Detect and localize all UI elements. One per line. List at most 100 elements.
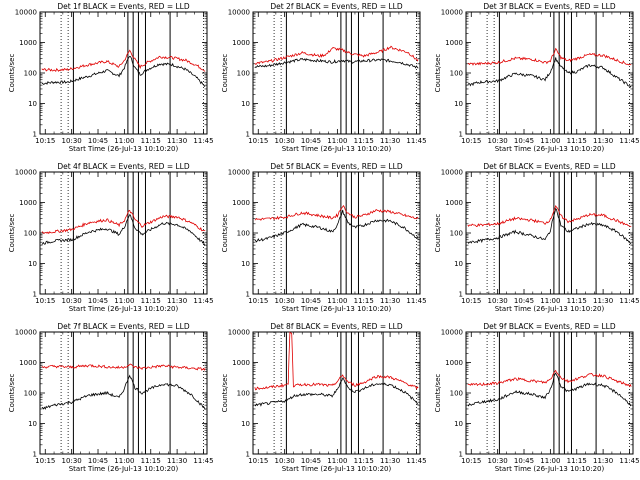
x-tick-label: 10:45 — [88, 137, 108, 145]
panel-title: Det 1f BLACK = Events, RED = LLD — [57, 2, 190, 11]
plot-frame — [39, 11, 208, 135]
y-tick-label: 1000 — [232, 359, 250, 367]
plot-frame — [39, 171, 208, 295]
y-tick-label: 1000 — [232, 199, 250, 207]
y-tick-label: 10 — [241, 260, 250, 268]
series-line-events — [467, 372, 632, 407]
x-axis-label: Start Time (26-Jul-13 10:10:20) — [69, 145, 179, 153]
y-tick-label: 100 — [237, 230, 250, 238]
x-tick-label: 10:30 — [62, 297, 82, 305]
y-tick-label: 1 — [33, 131, 37, 139]
series-line-lld — [254, 205, 419, 221]
series-line-events — [467, 207, 632, 245]
panel-det-2: Det 2f BLACK = Events, RED = LLD 1 10 100 10… — [221, 2, 427, 153]
x-tick-label: 11:45 — [619, 297, 639, 305]
x-axis-label: Start Time (26-Jul-13 10:10:20) — [282, 465, 392, 473]
x-tick-label: 10:45 — [514, 137, 534, 145]
x-axis-label: Start Time (26-Jul-13 10:10:20) — [69, 305, 179, 313]
y-tick-label: 1000 — [445, 359, 463, 367]
x-tick-label: 11:00 — [327, 457, 347, 465]
x-tick-label: 11:00 — [327, 297, 347, 305]
x-tick-label: 11:45 — [619, 137, 639, 145]
panel-det-9: Det 9f BLACK = Events, RED = LLD 1 10 100 10… — [434, 322, 640, 473]
y-tick-label: 1000 — [445, 199, 463, 207]
x-tick-label: 11:15 — [354, 297, 374, 305]
panel-title: Det 7f BLACK = Events, RED = LLD — [57, 322, 190, 331]
x-tick-label: 10:45 — [88, 457, 108, 465]
x-tick-label: 10:15 — [461, 297, 481, 305]
series-line-lld — [41, 49, 206, 72]
series-line-lld — [41, 363, 206, 371]
x-axis-label: Start Time (26-Jul-13 10:10:20) — [282, 145, 392, 153]
series-line-events — [254, 377, 419, 407]
y-tick-label: 1000 — [19, 199, 37, 207]
y-axis-label: Counts/sec — [434, 374, 442, 413]
x-tick-label: 11:45 — [406, 297, 426, 305]
y-tick-label: 100 — [450, 390, 463, 398]
series-line-lld — [467, 47, 632, 66]
y-tick-label: 100 — [450, 70, 463, 78]
y-tick-label: 1 — [459, 451, 463, 459]
x-tick-label: 10:30 — [275, 137, 295, 145]
x-tick-label: 10:15 — [35, 457, 55, 465]
x-axis-label: Start Time (26-Jul-13 10:10:20) — [495, 305, 605, 313]
x-axis-label: Start Time (26-Jul-13 10:10:20) — [69, 465, 179, 473]
series-line-lld — [467, 205, 632, 227]
y-tick-label: 10 — [241, 100, 250, 108]
y-tick-label: 10000 — [228, 169, 250, 177]
x-tick-label: 10:45 — [88, 297, 108, 305]
plot-frame — [252, 11, 421, 135]
y-axis-label: Counts/sec — [434, 54, 442, 93]
x-tick-label: 11:00 — [540, 297, 560, 305]
y-tick-label: 10 — [454, 420, 463, 428]
series-line-lld — [254, 331, 419, 391]
x-tick-label: 10:30 — [488, 137, 508, 145]
y-axis-label: Counts/sec — [434, 214, 442, 253]
x-tick-label: 11:15 — [141, 297, 161, 305]
x-tick-label: 10:30 — [488, 457, 508, 465]
series-line-lld — [467, 369, 632, 388]
panel-det-1: Det 1f BLACK = Events, RED = LLD 1 10 100 10… — [8, 2, 214, 153]
y-tick-label: 10 — [28, 100, 37, 108]
x-tick-label: 11:00 — [540, 457, 560, 465]
y-tick-label: 10000 — [228, 329, 250, 337]
series-line-lld — [41, 209, 206, 235]
plot-frame — [252, 171, 421, 295]
series-line-events — [41, 374, 206, 410]
y-axis-label: Counts/sec — [8, 54, 16, 93]
panel-title: Det 2f BLACK = Events, RED = LLD — [270, 2, 403, 11]
x-tick-label: 10:15 — [35, 297, 55, 305]
x-tick-label: 11:30 — [593, 297, 613, 305]
x-tick-label: 11:15 — [354, 137, 374, 145]
x-tick-label: 10:45 — [514, 297, 534, 305]
y-tick-label: 10000 — [441, 9, 463, 17]
y-tick-label: 1 — [33, 451, 37, 459]
x-tick-label: 10:45 — [301, 297, 321, 305]
y-tick-label: 10000 — [15, 329, 37, 337]
x-tick-label: 11:00 — [327, 137, 347, 145]
x-tick-label: 10:30 — [488, 297, 508, 305]
x-tick-label: 11:15 — [567, 457, 587, 465]
y-tick-label: 1000 — [232, 39, 250, 47]
series-line-events — [41, 55, 206, 87]
x-tick-label: 11:45 — [193, 137, 213, 145]
y-tick-label: 100 — [237, 70, 250, 78]
x-tick-label: 10:30 — [62, 457, 82, 465]
x-tick-label: 11:00 — [114, 137, 134, 145]
x-tick-label: 10:15 — [248, 297, 268, 305]
y-tick-label: 10000 — [441, 329, 463, 337]
panel-det-7: Det 7f BLACK = Events, RED = LLD 1 10 100 10… — [8, 322, 214, 473]
x-tick-label: 11:30 — [593, 137, 613, 145]
y-tick-label: 10 — [28, 260, 37, 268]
y-axis-label: Counts/sec — [8, 374, 16, 413]
y-tick-label: 1 — [246, 291, 250, 299]
plot-frame — [465, 331, 634, 455]
plot-frame — [465, 11, 634, 135]
panel-det-3: Det 3f BLACK = Events, RED = LLD 1 10 100 10… — [434, 2, 640, 153]
x-tick-label: 10:15 — [461, 137, 481, 145]
y-tick-label: 10000 — [15, 9, 37, 17]
y-tick-label: 100 — [24, 70, 37, 78]
y-tick-label: 1 — [246, 131, 250, 139]
x-tick-label: 10:15 — [248, 137, 268, 145]
